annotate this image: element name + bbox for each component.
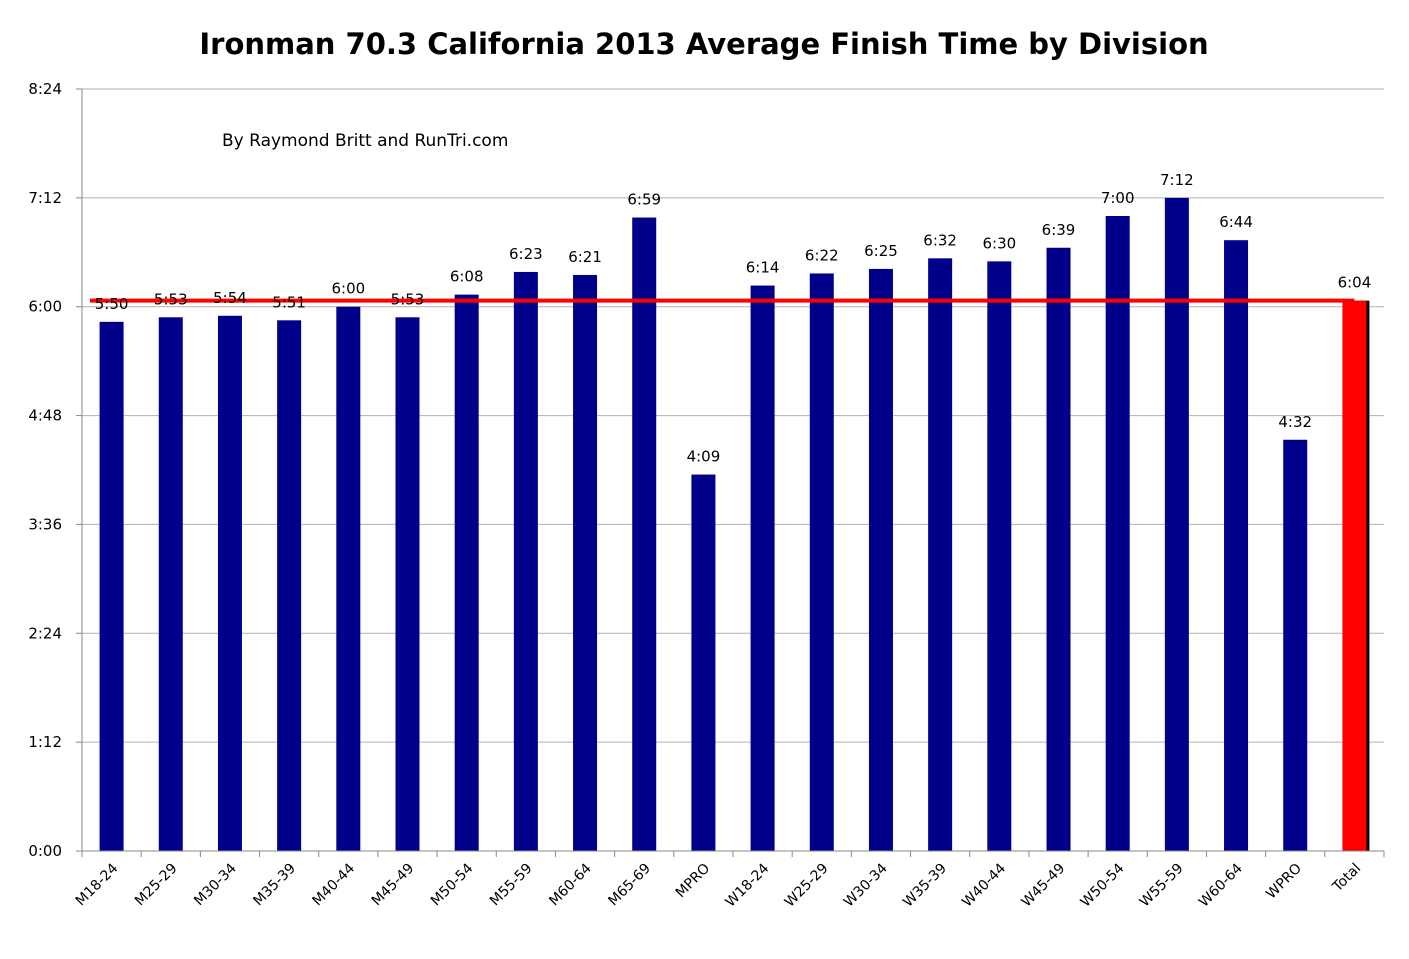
x-tick-label: M45-49 bbox=[369, 861, 418, 910]
y-tick-label: 1:12 bbox=[28, 733, 62, 751]
bar bbox=[217, 315, 242, 851]
x-tick-label: MPRO bbox=[673, 861, 714, 902]
x-tick-label: W55-59 bbox=[1137, 861, 1187, 911]
bar bbox=[513, 271, 538, 851]
data-label: 6:30 bbox=[982, 234, 1016, 252]
chart-subtitle: By Raymond Britt and RunTri.com bbox=[222, 131, 508, 151]
bars bbox=[99, 197, 1370, 852]
data-label: 7:00 bbox=[1101, 189, 1135, 207]
bar bbox=[928, 258, 953, 851]
x-tick-label: M35-39 bbox=[250, 861, 299, 910]
bar bbox=[1164, 197, 1189, 851]
bar bbox=[573, 274, 598, 851]
y-tick-label: 6:00 bbox=[28, 298, 62, 316]
bar bbox=[632, 217, 657, 851]
data-label: 5:51 bbox=[272, 293, 306, 311]
x-tick-label: M65-69 bbox=[605, 861, 654, 910]
bar bbox=[158, 317, 183, 851]
x-tick-label: M18-24 bbox=[73, 860, 122, 909]
y-tick-label: 4:48 bbox=[28, 407, 62, 425]
bar bbox=[809, 273, 834, 851]
bar bbox=[1105, 216, 1130, 851]
x-tick-label: Total bbox=[1329, 861, 1364, 896]
data-label: 6:14 bbox=[746, 259, 780, 277]
y-axis-ticks: 0:00 1:12 2:24 3:36 4:48 6:00 7:12 8:24 bbox=[28, 80, 82, 860]
bar bbox=[750, 285, 775, 851]
data-label: 5:54 bbox=[213, 289, 247, 307]
data-label: 6:21 bbox=[568, 248, 602, 266]
y-tick-label: 3:36 bbox=[28, 515, 62, 533]
chart-title: Ironman 70.3 California 2013 Average Fin… bbox=[199, 27, 1208, 61]
bar bbox=[987, 261, 1012, 851]
data-label: 6:08 bbox=[450, 268, 484, 286]
bar bbox=[395, 317, 420, 851]
data-label: 5:50 bbox=[95, 295, 129, 313]
data-label: 6:22 bbox=[805, 246, 839, 264]
bar bbox=[336, 306, 361, 851]
x-tick-label: W60-64 bbox=[1196, 860, 1246, 910]
data-label: 6:25 bbox=[864, 242, 898, 260]
data-label: 6:23 bbox=[509, 245, 543, 263]
x-tick-label: M60-64 bbox=[546, 860, 595, 909]
x-tick-label: M55-59 bbox=[487, 861, 536, 910]
x-tick-label: WPRO bbox=[1263, 861, 1305, 903]
x-tick-label: W25-29 bbox=[782, 861, 832, 911]
x-axis-ticks: M18-24 M25-29 M30-34 M35-39 M40-44 M45-49 M50-… bbox=[73, 860, 1364, 910]
y-tick-label: 8:24 bbox=[28, 80, 62, 98]
data-label: 5:53 bbox=[154, 290, 188, 308]
x-tick-label: M30-34 bbox=[191, 860, 240, 909]
x-tick-label: W40-44 bbox=[959, 860, 1009, 910]
data-label: 4:32 bbox=[1278, 413, 1312, 431]
data-label: 6:39 bbox=[1042, 221, 1076, 239]
data-label: 5:53 bbox=[391, 290, 425, 308]
x-tick-label: W35-39 bbox=[900, 861, 950, 911]
x-tick-label: M40-44 bbox=[310, 860, 359, 909]
bar bbox=[99, 321, 124, 851]
data-label: 6:00 bbox=[331, 280, 365, 298]
x-tick-label: M50-54 bbox=[428, 860, 477, 909]
data-label: 6:44 bbox=[1219, 213, 1253, 231]
bar bbox=[1283, 439, 1308, 851]
x-tick-label: W50-54 bbox=[1078, 860, 1128, 910]
axes bbox=[81, 89, 1385, 857]
data-label: 4:09 bbox=[687, 448, 721, 466]
data-label: 7:12 bbox=[1160, 171, 1194, 189]
bar bbox=[1342, 300, 1367, 852]
x-tick-label: W45-49 bbox=[1018, 861, 1068, 911]
y-tick-label: 0:00 bbox=[28, 842, 62, 860]
bar bbox=[1224, 240, 1249, 851]
bar bbox=[277, 320, 302, 852]
x-tick-label: W18-24 bbox=[723, 860, 773, 910]
x-tick-label: W30-34 bbox=[841, 860, 891, 910]
bar bbox=[454, 294, 479, 852]
bar bbox=[1046, 247, 1071, 851]
y-tick-label: 2:24 bbox=[28, 624, 62, 642]
data-labels: 5:50 5:53 5:54 5:51 6:00 5:53 6:08 6:23 6:21 6:59… bbox=[95, 171, 1372, 466]
data-label: 6:04 bbox=[1338, 274, 1372, 292]
bar bbox=[691, 474, 716, 851]
data-label: 6:59 bbox=[627, 191, 661, 209]
x-tick-label: M25-29 bbox=[132, 861, 181, 910]
data-label: 6:32 bbox=[923, 231, 957, 249]
bar bbox=[868, 268, 893, 852]
y-tick-label: 7:12 bbox=[28, 189, 62, 207]
